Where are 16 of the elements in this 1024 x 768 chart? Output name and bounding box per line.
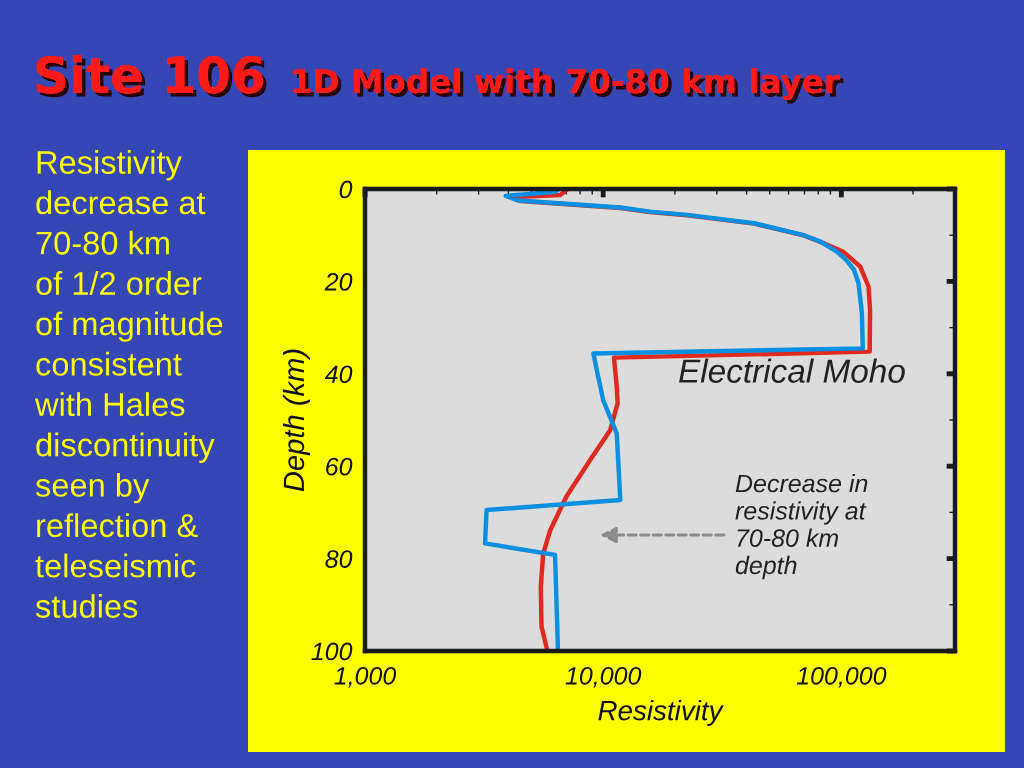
- y-tick-label: 20: [324, 273, 353, 291]
- x-axis-title: Resistivity: [598, 700, 724, 726]
- annotation: Decrease in resistivity at 70-80 km depth: [735, 474, 868, 580]
- y-tick-label: 0: [339, 180, 353, 199]
- y-tick-label: 60: [326, 457, 353, 476]
- annotation: Electrical Moho: [679, 358, 905, 383]
- chart-subtitle: 1D Model with 70-80 km layer: [293, 68, 844, 104]
- x-tick-label: 10,000: [565, 666, 642, 688]
- y-axis-title: Depth (km): [282, 349, 310, 492]
- x-tick-label: 100,000: [796, 666, 887, 688]
- y-tick-label: 40: [324, 365, 353, 384]
- y-tick-label: 100: [311, 642, 353, 661]
- chart-title: Site 106: [36, 55, 267, 98]
- text: Resistivity decrease at 70-80 km of 1/2 order of magnitude consistent with Hales discontinuity seen by reflection & teleseismic studies: [34, 150, 223, 618]
- y-tick-label: 80: [325, 550, 353, 568]
- x-tick-label: 1,000: [334, 666, 397, 688]
